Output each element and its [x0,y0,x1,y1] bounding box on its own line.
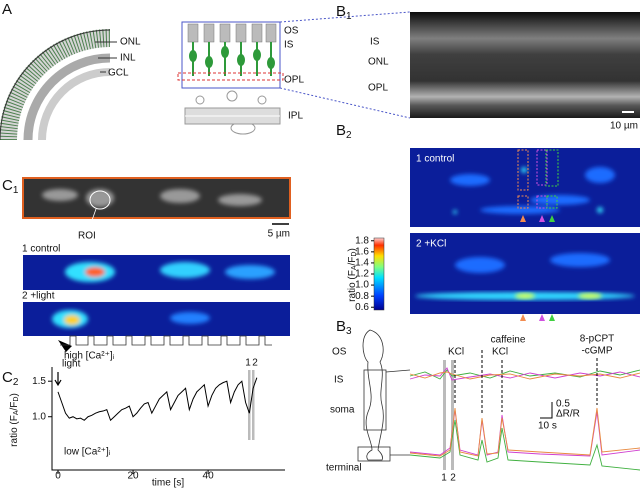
annotation: low [Ca²⁺]ᵢ [64,447,111,458]
layer-label: ONL [368,57,389,68]
retina-drawing [0,29,117,141]
image-title: 1 control [416,154,454,165]
scalebar-label: 0.5 [556,399,570,410]
colorbar-tick-label: 0.8 [355,291,369,302]
layer-label: ONL [120,37,141,48]
annotation: high [Ca²⁺]ᵢ [64,351,115,362]
micrograph [22,177,291,227]
ratio-image [23,302,290,336]
scalebar [540,402,553,419]
layer-label: OPL [284,75,304,86]
cell-label: terminal [326,463,362,474]
ratio-image [410,233,640,314]
axes [51,367,285,471]
start-arrow [54,372,62,387]
roi-arrows [520,215,555,321]
retina-schematic [177,11,411,135]
colorbar-label: ratio (FA/FD) [347,248,358,302]
cell-label: IS [334,375,344,386]
frame-markers [443,360,454,470]
trace [57,377,258,422]
light-pulses [60,335,272,346]
image-title: 1 control [22,244,60,255]
layer-label: INL [120,53,136,64]
panel-label: B2 [336,122,352,141]
cell-label: soma [330,405,355,416]
frame-label: 2 [252,358,258,369]
colorbar-tick-label: 1.0 [355,280,369,291]
layer-label: IS [370,37,380,48]
scalebar-label: 10 s [538,421,557,432]
colorbar [373,237,385,311]
panel-label: B1 [336,3,352,22]
scalebar-label: 10 µm [610,121,638,132]
colorbar-tick-label: 1.2 [355,269,369,280]
light-arrow [58,340,72,352]
ratio-image [410,148,640,227]
y-axis-label: ratio (FA/FD) [9,393,20,447]
layer-label: GCL [108,68,129,79]
scalebar-label: ΔR/R [556,409,580,420]
image-title: 2 +light [22,291,55,302]
colorbar-tick-label: 1.8 [355,235,369,246]
layer-label: OS [284,26,299,37]
panel-label: A [2,1,12,18]
cell-drawing [357,329,411,462]
cell-label: OS [332,347,347,358]
stimulus-label: -cGMP [581,346,612,357]
panel-label: B3 [336,318,352,337]
x-tick-label: 0 [55,471,61,482]
micrograph [410,12,640,118]
stimulus-label: 8-pCPT [580,334,614,345]
y-tick-label: 1.0 [32,411,46,422]
micrograph-overlay [410,12,640,118]
colorbar-tick-label: 1.6 [355,246,369,257]
roi-label: ROI [78,231,96,242]
frame-label: 1 [441,473,447,484]
stimulus-label: light [62,359,81,370]
stimulus-label: caffeine [491,335,526,346]
layer-label: IPL [288,111,303,122]
panel-label: C1 [2,177,19,196]
x-axis-label: time [s] [152,478,184,488]
colorbar-tick-label: 1.4 [355,258,369,269]
frame-label: 1 [245,358,251,369]
frame-label: 2 [450,473,456,484]
stimulus-label: KCl [448,347,464,358]
y-tick-label: 1.5 [32,376,46,387]
stimulus-label: KCl [492,347,508,358]
layer-label: OPL [368,83,388,94]
scalebar-label: 5 µm [268,229,290,240]
roi-boxes [517,149,559,209]
image-title: 2 +KCl [416,239,446,250]
layer-label: IS [284,40,294,51]
frame-markers [248,370,255,440]
x-tick-label: 40 [203,471,215,482]
ratio-image [23,255,290,290]
x-tick-label: 20 [127,471,139,482]
colorbar-tick-label: 0.6 [355,302,369,313]
stimulus-ticks [454,350,598,415]
panel-label: C2 [2,369,19,388]
